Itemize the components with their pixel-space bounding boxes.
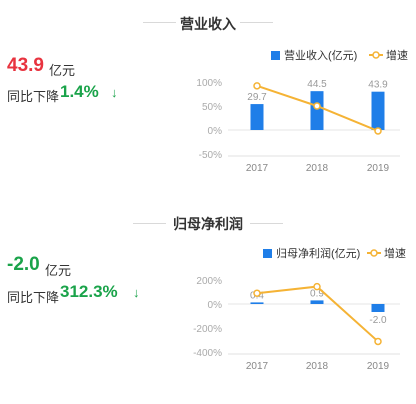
x-tick-label: 2017 bbox=[246, 361, 269, 372]
bar-data-label: -2.0 bbox=[369, 315, 387, 326]
profit-chart: 归母净利润(亿元)增速200%0%-200%-400%0.40.9-2.0201… bbox=[193, 246, 406, 372]
x-tick-label: 2019 bbox=[367, 163, 390, 174]
legend-line-marker bbox=[372, 51, 380, 59]
bar bbox=[250, 104, 264, 130]
growth-point bbox=[374, 127, 382, 135]
revenue-unit: 亿元 bbox=[49, 63, 76, 78]
y-tick-label: 100% bbox=[196, 78, 222, 89]
x-tick-label: 2018 bbox=[306, 163, 329, 174]
growth-point bbox=[253, 289, 261, 297]
y-tick-label: -200% bbox=[193, 324, 222, 335]
bar-data-label: 29.7 bbox=[247, 92, 267, 103]
legend-label: 增速 bbox=[386, 48, 408, 62]
y-tick-label: 200% bbox=[196, 276, 222, 287]
bar-data-label: 43.9 bbox=[368, 80, 388, 91]
revenue-change-value: 1.4% bbox=[60, 82, 99, 101]
y-tick-label: 0% bbox=[208, 126, 223, 137]
x-tick-label: 2017 bbox=[246, 163, 269, 174]
title-divider-right bbox=[250, 223, 283, 224]
x-tick-label: 2018 bbox=[306, 361, 329, 372]
title-divider-left bbox=[133, 223, 166, 224]
bar-data-label: 44.5 bbox=[307, 79, 327, 90]
legend-label: 归母净利润(亿元) bbox=[276, 246, 360, 260]
bar bbox=[371, 91, 385, 130]
revenue-change-label: 同比下降 bbox=[7, 89, 60, 104]
section-title: 营业收入 bbox=[180, 16, 236, 32]
profit-value: -2.0 bbox=[7, 254, 40, 275]
revenue-chart: 营业收入(亿元) 增速 100% 50% 0% -50% 29.7 44.5 43.9 2017 2… bbox=[196, 48, 408, 174]
y-tick-label: -400% bbox=[193, 348, 222, 359]
y-tick-label: 0% bbox=[208, 300, 223, 311]
down-arrow-icon: ↓ bbox=[133, 285, 140, 300]
down-arrow-icon: ↓ bbox=[111, 85, 118, 100]
legend-bar-swatch bbox=[271, 51, 280, 60]
legend-label: 营业收入(亿元) bbox=[284, 48, 357, 62]
section-title: 归母净利润 bbox=[173, 216, 243, 232]
profit-unit: 亿元 bbox=[45, 263, 72, 278]
growth-point bbox=[313, 282, 321, 291]
revenue-value: 43.9 bbox=[7, 55, 44, 76]
title-divider-left bbox=[143, 22, 176, 23]
bar bbox=[250, 302, 264, 304]
profit-change-value: 312.3% bbox=[60, 282, 118, 301]
legend-line-marker bbox=[370, 249, 378, 257]
growth-point bbox=[374, 337, 382, 346]
legend-bar-swatch bbox=[263, 249, 272, 258]
growth-point bbox=[253, 82, 261, 90]
bar bbox=[371, 304, 385, 312]
title-divider-right bbox=[240, 22, 273, 23]
y-tick-label: 50% bbox=[202, 102, 222, 113]
profit-change-label: 同比下降 bbox=[7, 290, 60, 305]
bar bbox=[310, 300, 324, 304]
legend-label: 增速 bbox=[384, 246, 406, 260]
bar-data-label: 0.9 bbox=[310, 288, 324, 299]
growth-point bbox=[313, 102, 321, 110]
bar bbox=[310, 91, 324, 130]
x-tick-label: 2019 bbox=[367, 361, 390, 372]
y-tick-label: -50% bbox=[199, 150, 222, 161]
